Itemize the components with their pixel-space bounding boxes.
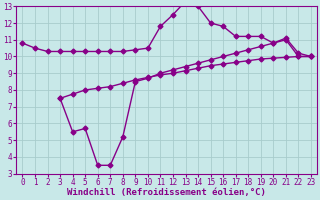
X-axis label: Windchill (Refroidissement éolien,°C): Windchill (Refroidissement éolien,°C) (67, 188, 266, 197)
